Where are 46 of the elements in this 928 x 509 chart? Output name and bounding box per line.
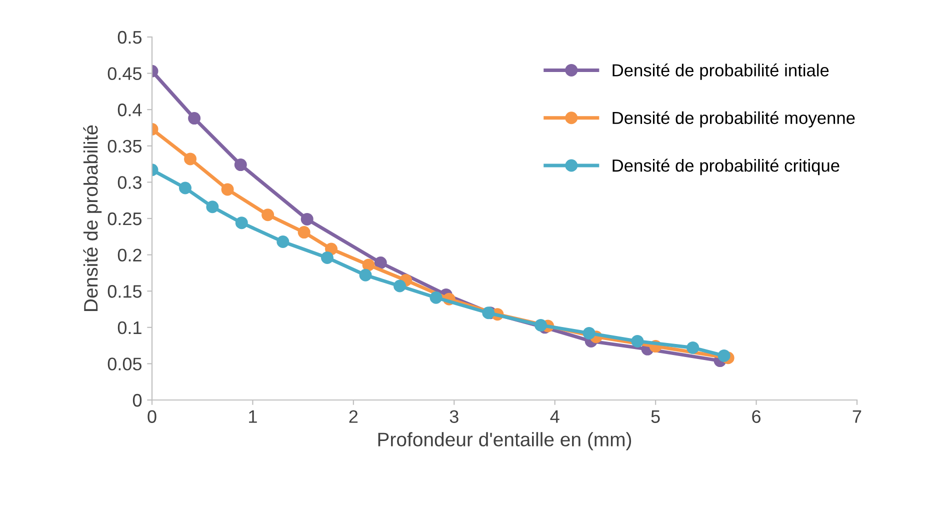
y-tick-label: 0.2 bbox=[118, 248, 142, 262]
point bbox=[262, 208, 274, 222]
x-tick-label: 0 bbox=[148, 410, 156, 423]
point bbox=[718, 349, 730, 362]
point bbox=[359, 268, 372, 282]
point bbox=[298, 226, 310, 239]
point bbox=[686, 341, 700, 354]
legend-label: Densité de probabilité moyenne bbox=[612, 111, 855, 128]
point bbox=[374, 256, 387, 270]
x-tick-label: 6 bbox=[752, 410, 761, 423]
point bbox=[178, 182, 192, 194]
legend-label: Densité de probabilité intiale bbox=[612, 64, 829, 80]
legend-label: Densité de probabilité critique bbox=[612, 158, 840, 176]
y-tick-label: 0.3 bbox=[118, 176, 142, 189]
point bbox=[320, 251, 334, 264]
point bbox=[631, 334, 644, 348]
point bbox=[300, 212, 314, 226]
x-tick-label: 7 bbox=[852, 410, 862, 423]
point bbox=[276, 235, 290, 248]
y-tick-label: 0.35 bbox=[108, 140, 142, 153]
point bbox=[184, 152, 197, 166]
y-tick-label: 0.1 bbox=[118, 321, 142, 334]
y-tick-label: 0.25 bbox=[108, 212, 142, 226]
point bbox=[394, 280, 406, 292]
point bbox=[206, 200, 219, 214]
point bbox=[234, 158, 247, 172]
x-tick-label: 5 bbox=[651, 410, 660, 423]
x-tick-label: 1 bbox=[249, 410, 257, 423]
x-tick-label: 2 bbox=[349, 410, 358, 423]
point bbox=[362, 258, 375, 272]
y-axis-title: Densité de probabilité bbox=[83, 125, 102, 311]
point bbox=[235, 216, 248, 230]
y-tick-label: 0.4 bbox=[118, 104, 142, 116]
y-tick-label: 0.5 bbox=[118, 30, 142, 44]
y-tick-label: 0 bbox=[132, 394, 142, 407]
y-tick-label: 0.05 bbox=[108, 358, 142, 370]
point bbox=[534, 318, 548, 332]
point bbox=[582, 326, 596, 340]
x-tick-label: 3 bbox=[450, 410, 458, 423]
point bbox=[221, 183, 234, 196]
y-tick-label: 0.45 bbox=[108, 67, 142, 80]
x-tick-label: 4 bbox=[550, 410, 560, 423]
y-tick-label: 0.15 bbox=[108, 285, 142, 298]
x-axis-title: Profondeur d'entaille en (mm) bbox=[378, 432, 632, 450]
point bbox=[430, 291, 442, 304]
point bbox=[188, 112, 201, 125]
